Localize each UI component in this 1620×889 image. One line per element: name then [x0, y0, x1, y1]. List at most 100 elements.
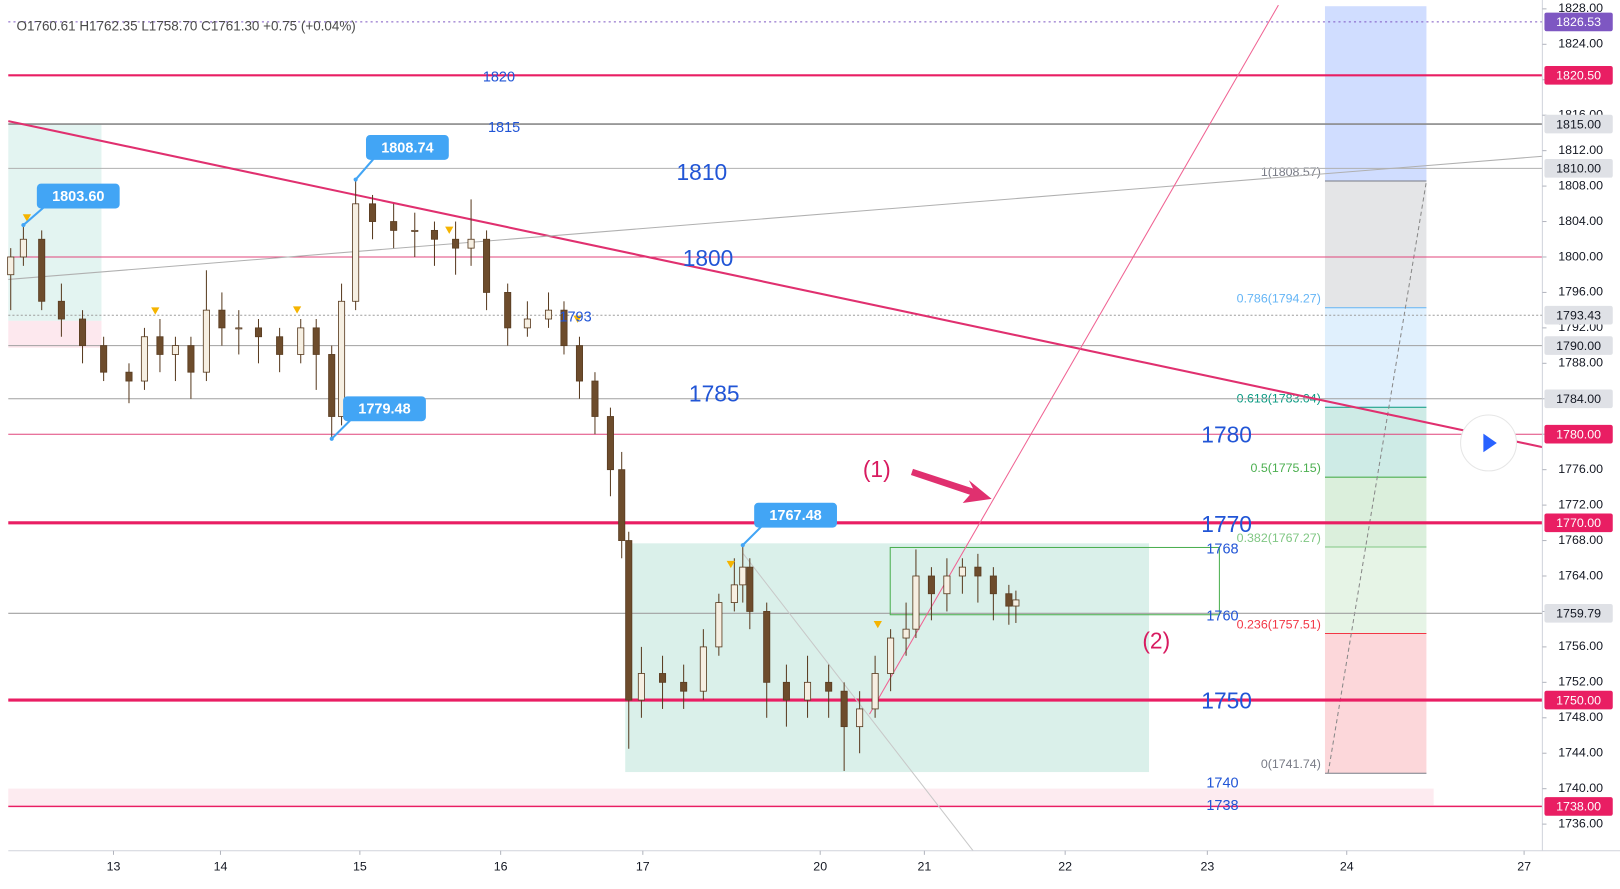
y-tick-label: 1808.00	[1558, 178, 1603, 192]
x-tick-label: 21	[917, 860, 931, 874]
fib-band	[1324, 407, 1427, 478]
price-label: 1810.00	[1556, 162, 1601, 176]
candle-body	[902, 628, 910, 639]
candle-body	[560, 309, 568, 347]
candle-body	[352, 203, 360, 302]
candle-body	[467, 238, 475, 249]
candle-body	[943, 575, 951, 595]
price-label: 1790.00	[1556, 339, 1601, 353]
price-label-box	[1544, 336, 1613, 355]
fib-band	[1324, 633, 1427, 774]
x-tick-label: 22	[1058, 860, 1072, 874]
price-label: 1784.00	[1556, 392, 1601, 406]
candle-body	[156, 336, 164, 355]
price-label: 1738.00	[1556, 800, 1601, 814]
price-label: 1780.00	[1556, 428, 1601, 442]
y-tick-label: 1756.00	[1558, 639, 1603, 653]
annotation: 1740	[1206, 775, 1238, 791]
candle-body	[125, 371, 133, 382]
candle-body	[202, 309, 210, 373]
fib-band	[1324, 6, 1427, 182]
candle-body	[276, 336, 284, 355]
candle-body	[871, 673, 879, 710]
candle-body	[606, 416, 614, 471]
price-label: 1820.50	[1556, 69, 1601, 83]
y-tick-label: 1804.00	[1558, 214, 1603, 228]
zone-box	[8, 124, 102, 321]
candle-body	[7, 256, 15, 276]
zone-band	[8, 788, 1434, 806]
candle-body	[739, 566, 747, 586]
candle-body	[411, 229, 419, 232]
candle-body	[79, 318, 87, 347]
candle-body	[958, 566, 966, 577]
annotation: 1810	[676, 159, 727, 185]
fibonacci: 1(1808.57)0.786(1794.27)0.618(1783.04)0.…	[1237, 6, 1427, 774]
candle-body	[254, 327, 263, 338]
price-label-box	[1544, 513, 1613, 533]
price-label: 1759.79	[1556, 607, 1601, 621]
y-tick-label: 1788.00	[1558, 356, 1603, 370]
candle-body	[544, 309, 553, 320]
candle-body	[575, 345, 583, 382]
price-label: 1770.00	[1556, 516, 1601, 530]
y-tick-label: 1772.00	[1558, 497, 1603, 511]
candle-body	[504, 292, 512, 329]
price-axis	[1542, 0, 1620, 889]
candle-body	[297, 327, 305, 355]
candle-body	[19, 238, 27, 258]
x-tick-label: 15	[353, 860, 367, 874]
candle-body	[1012, 599, 1020, 607]
play-button[interactable]	[1460, 414, 1518, 472]
price-label: 1826.53	[1556, 15, 1601, 29]
candle-body	[699, 646, 707, 692]
annotation: (1)	[863, 456, 891, 482]
annotation: 1780	[1201, 422, 1252, 448]
price-label-box	[1544, 389, 1613, 409]
markers	[22, 214, 882, 629]
annotation: 1768	[1206, 541, 1238, 557]
marker	[573, 315, 582, 323]
candle-body	[312, 327, 320, 355]
ohlc-legend: O1760.61 H1762.35 L1758.70 C1761.30 +0.7…	[17, 18, 356, 33]
price-label-box	[1544, 12, 1613, 32]
callout-box	[754, 502, 837, 528]
x-tick-label: 24	[1340, 860, 1354, 874]
price-label-box	[1544, 66, 1613, 85]
price-label-box	[1544, 159, 1613, 178]
candle-body	[715, 602, 723, 648]
fib-band	[1324, 547, 1427, 634]
callout-point	[353, 177, 358, 182]
candle-body	[840, 690, 848, 728]
price-label: 1815.00	[1556, 117, 1601, 131]
x-tick-label: 23	[1200, 860, 1214, 874]
callout-point	[329, 436, 334, 441]
candle-body	[218, 309, 226, 329]
candle-body	[637, 673, 645, 701]
y-tick-label: 1748.00	[1558, 710, 1603, 724]
trend-line	[742, 553, 974, 852]
marker	[726, 560, 735, 569]
callout-label: 1808.74	[381, 140, 433, 156]
annotation: 1770	[1201, 511, 1252, 537]
y-tick-label: 1752.00	[1558, 675, 1603, 689]
x-tick-label: 17	[636, 860, 650, 874]
fib-label: 0(1741.74)	[1261, 757, 1321, 771]
annotation: 1800	[683, 245, 734, 271]
play-icon[interactable]	[1483, 433, 1497, 453]
marker	[445, 226, 454, 234]
arrow	[910, 468, 992, 503]
candle-body	[171, 345, 179, 355]
range-box	[889, 546, 1220, 616]
y-tick-label: 1736.00	[1558, 816, 1603, 830]
candle-body	[390, 221, 398, 231]
callouts: 1803.60 1808.74 1779.48 1767.48	[21, 135, 837, 548]
candle-body	[659, 673, 667, 683]
y-tick-label: 1800.00	[1558, 249, 1603, 263]
fib-label: 0.5(1775.15)	[1250, 461, 1320, 475]
price-label: 1750.00	[1556, 693, 1601, 707]
callout-box	[36, 183, 120, 209]
trend-line	[8, 149, 1620, 280]
x-tick-label: 20	[813, 860, 827, 874]
